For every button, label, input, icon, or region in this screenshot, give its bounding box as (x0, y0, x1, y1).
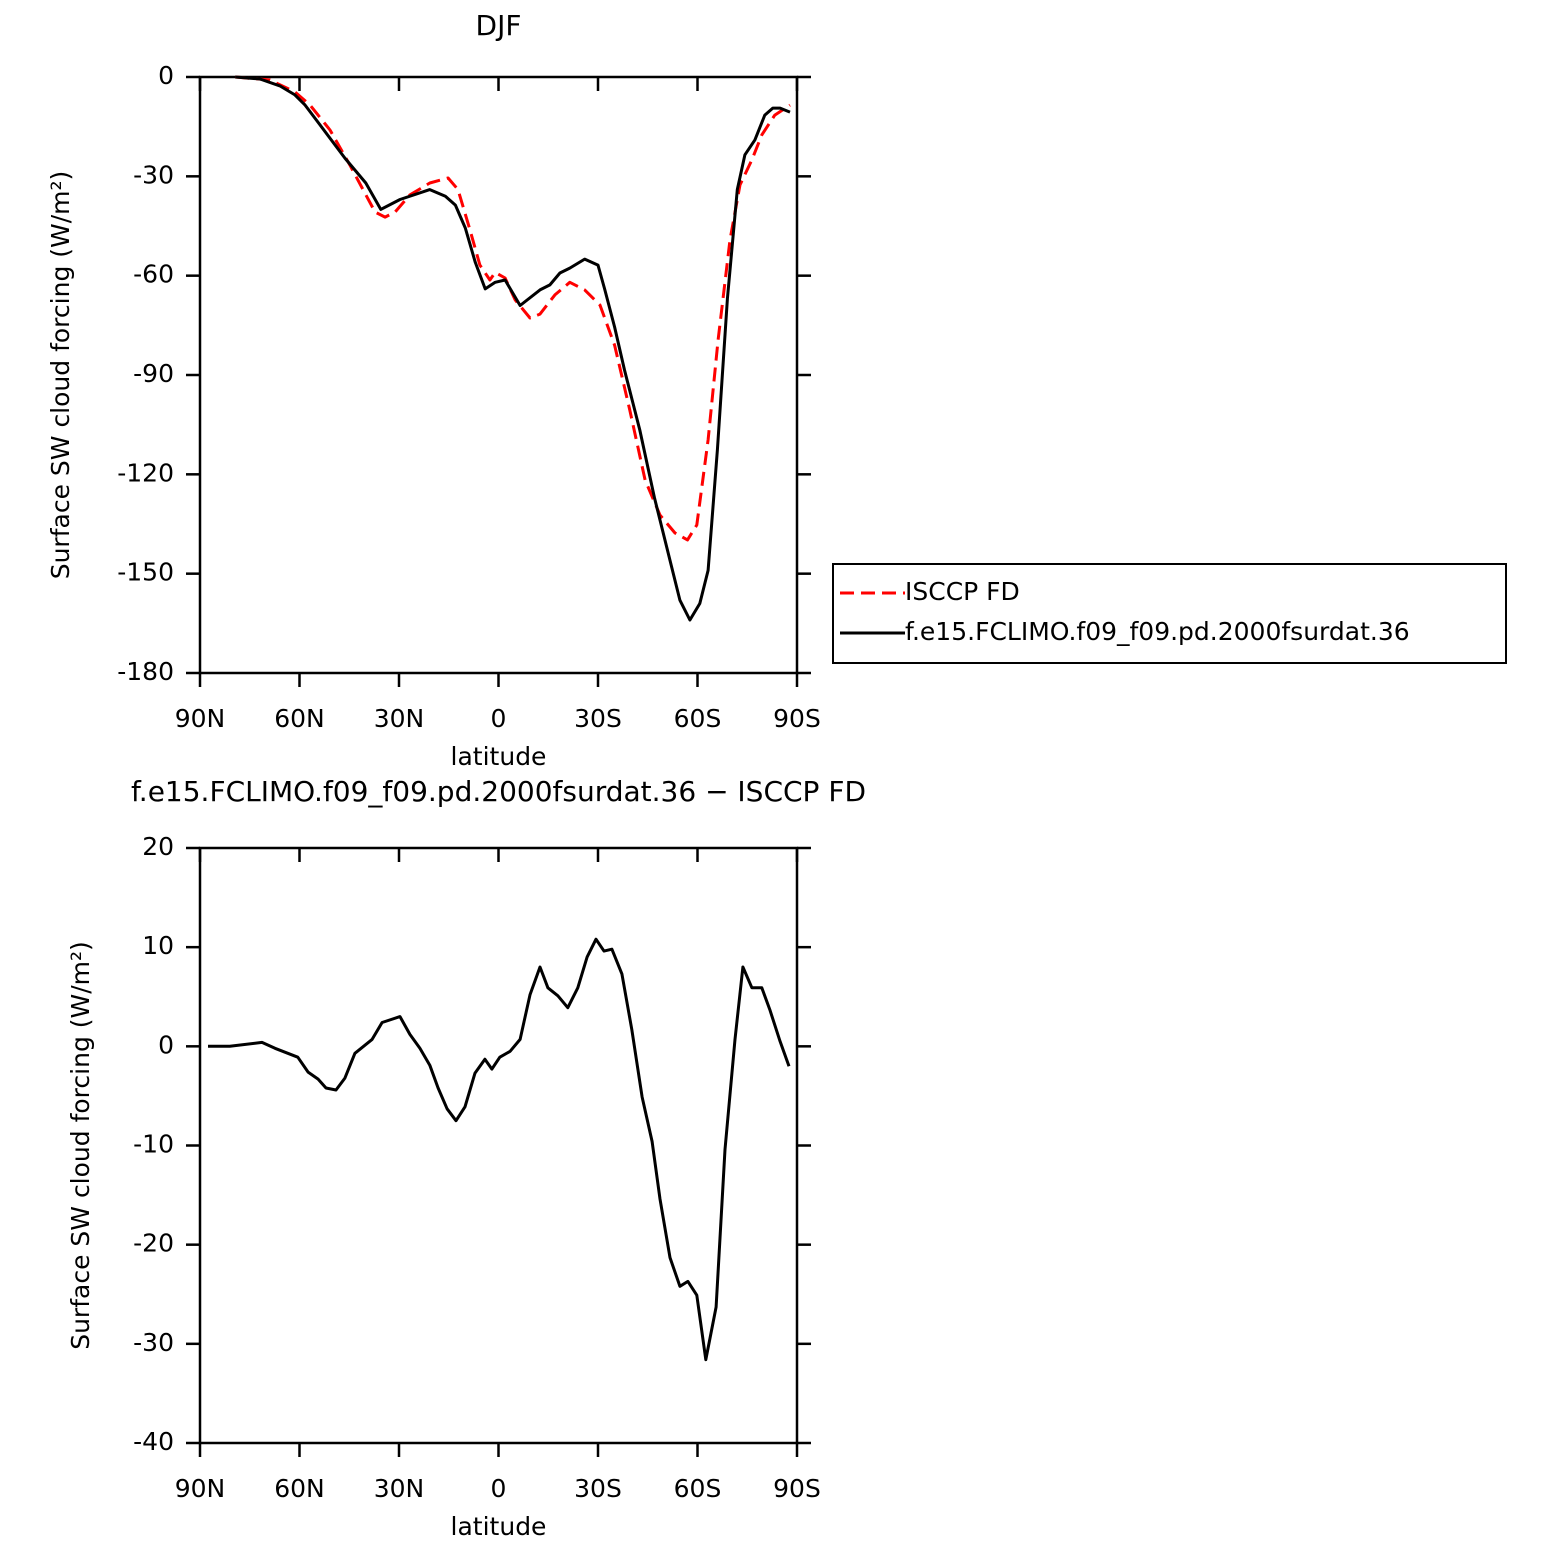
y-tick-label: 0 (158, 61, 174, 90)
x-tick-label: 30N (374, 704, 425, 733)
x-tick-label: 90S (773, 1474, 821, 1503)
x-tick-label: 60N (274, 704, 325, 733)
y-axis-label: Surface SW cloud forcing (W/m²) (46, 171, 75, 580)
x-tick-label: 30N (374, 1474, 425, 1503)
x-tick-label: 90N (175, 704, 226, 733)
series-line (235, 75, 791, 622)
axes (186, 75, 811, 687)
y-tick-label: 10 (142, 931, 174, 960)
y-tick-label: -150 (117, 558, 174, 587)
legend-label: ISCCP FD (905, 577, 1020, 606)
y-tick-label: -30 (133, 1328, 174, 1357)
legend-box (832, 563, 1507, 664)
legend: ISCCP FD f.e15.FCLIMO.f09_f09.pd.2000fsur… (832, 563, 1507, 664)
x-tick-label: 90S (773, 704, 821, 733)
y-tick-label: -180 (117, 657, 174, 686)
y-tick-label: -40 (133, 1427, 174, 1456)
plot-frame (198, 75, 799, 675)
x-tick-label: 60N (274, 1474, 325, 1503)
y-tick-label: -90 (133, 359, 174, 388)
y-tick-label: 20 (142, 832, 174, 861)
y-tick-label: 0 (158, 1030, 174, 1059)
x-tick-label: 0 (491, 1474, 507, 1503)
series-line (208, 937, 791, 1362)
x-axis-label: latitude (451, 742, 547, 771)
x-tick-label: 30S (574, 1474, 622, 1503)
x-tick-label: 60S (674, 1474, 722, 1503)
x-axis-label: latitude (451, 1512, 547, 1541)
chart-panel: DJF latitude Surface SW cloud forcing (W/m… (46, 9, 1507, 771)
y-tick-label: -20 (133, 1229, 174, 1258)
series-line (235, 75, 791, 542)
y-axis-label: Surface SW cloud forcing (W/m²) (66, 941, 95, 1350)
x-tick-label: 30S (574, 704, 622, 733)
legend-label: f.e15.FCLIMO.f09_f09.pd.2000fsurdat.36 (905, 617, 1410, 646)
y-tick-label: -10 (133, 1130, 174, 1159)
axes (186, 846, 811, 1457)
x-tick-label: 60S (674, 704, 722, 733)
chart-title: DJF (476, 9, 522, 42)
x-tick-label: 90N (175, 1474, 226, 1503)
y-tick-label: -120 (117, 458, 174, 487)
chart-panel: f.e15.FCLIMO.f09_f09.pd.2000fsurdat.36 −… (66, 775, 866, 1541)
chart-title: f.e15.FCLIMO.f09_f09.pd.2000fsurdat.36 −… (131, 775, 866, 808)
y-tick-label: -30 (133, 160, 174, 189)
x-tick-label: 0 (491, 704, 507, 733)
y-tick-label: -60 (133, 260, 174, 289)
